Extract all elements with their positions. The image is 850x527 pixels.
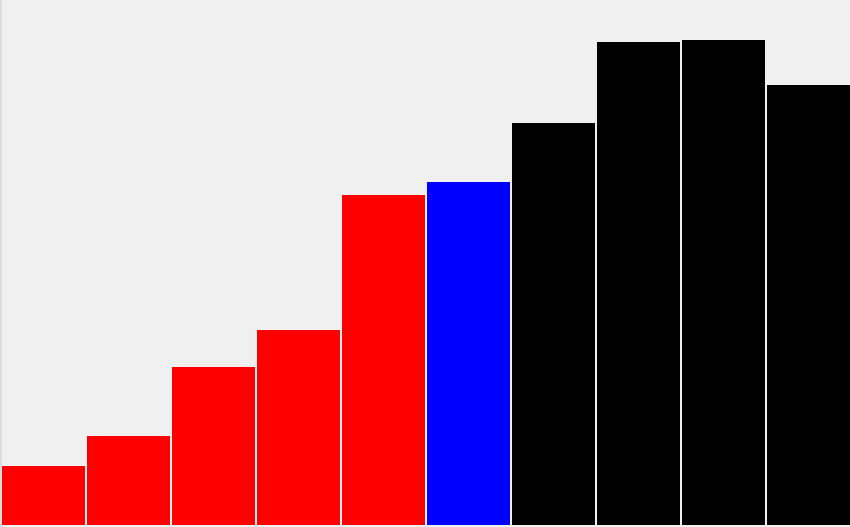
bar-4 — [257, 330, 340, 525]
bars-group — [2, 40, 850, 525]
bar-7 — [512, 123, 595, 525]
bar-5 — [342, 195, 425, 525]
bar-10 — [767, 85, 850, 525]
bar-1 — [2, 466, 85, 525]
bar-9 — [682, 40, 765, 525]
left-border — [0, 0, 2, 527]
bar-6 — [427, 182, 510, 525]
bar-2 — [87, 436, 170, 525]
bar-3 — [172, 367, 255, 525]
bar-8 — [597, 42, 680, 525]
